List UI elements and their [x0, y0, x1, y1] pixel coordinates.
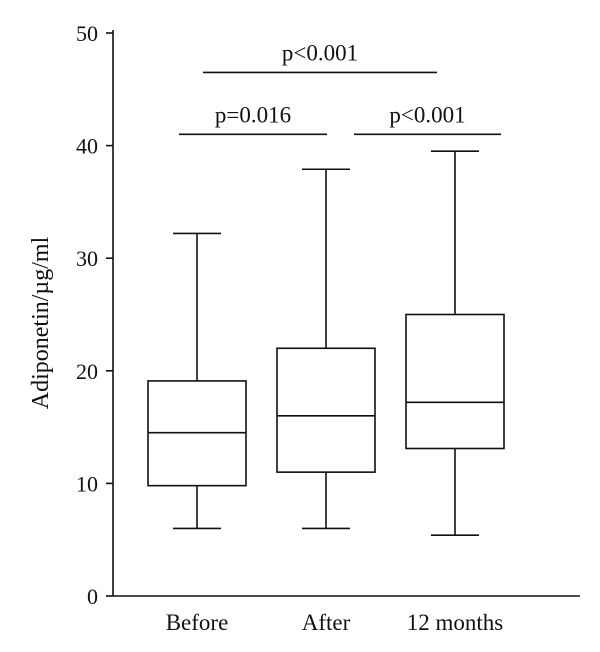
box-series — [147, 150, 505, 536]
significance-brackets: p<0.001 p=0.016 p<0.001 — [179, 40, 501, 136]
x-category-label: After — [302, 610, 351, 635]
y-tick-label: 10 — [76, 471, 98, 496]
significance-label: p<0.001 — [282, 40, 358, 65]
y-tick-label: 0 — [87, 584, 98, 609]
iqr-box — [405, 313, 505, 450]
y-axis: 0 10 20 30 40 50 — [76, 21, 114, 609]
y-tick-label: 20 — [76, 359, 98, 384]
x-category-label: 12 months — [407, 610, 504, 635]
box-after — [276, 168, 376, 530]
x-category-label: Before — [166, 610, 229, 635]
y-tick-label: 40 — [76, 134, 98, 159]
significance-label: p<0.001 — [389, 102, 465, 127]
iqr-box — [276, 347, 376, 473]
significance-label: p=0.016 — [215, 102, 291, 127]
x-axis: Before After 12 months — [113, 595, 580, 635]
y-axis-title: Adiponetin/µg/ml — [28, 236, 54, 409]
box-12-months — [405, 150, 505, 536]
y-tick-label: 50 — [76, 21, 98, 46]
box-before — [147, 232, 247, 530]
y-tick-label: 30 — [76, 246, 98, 271]
